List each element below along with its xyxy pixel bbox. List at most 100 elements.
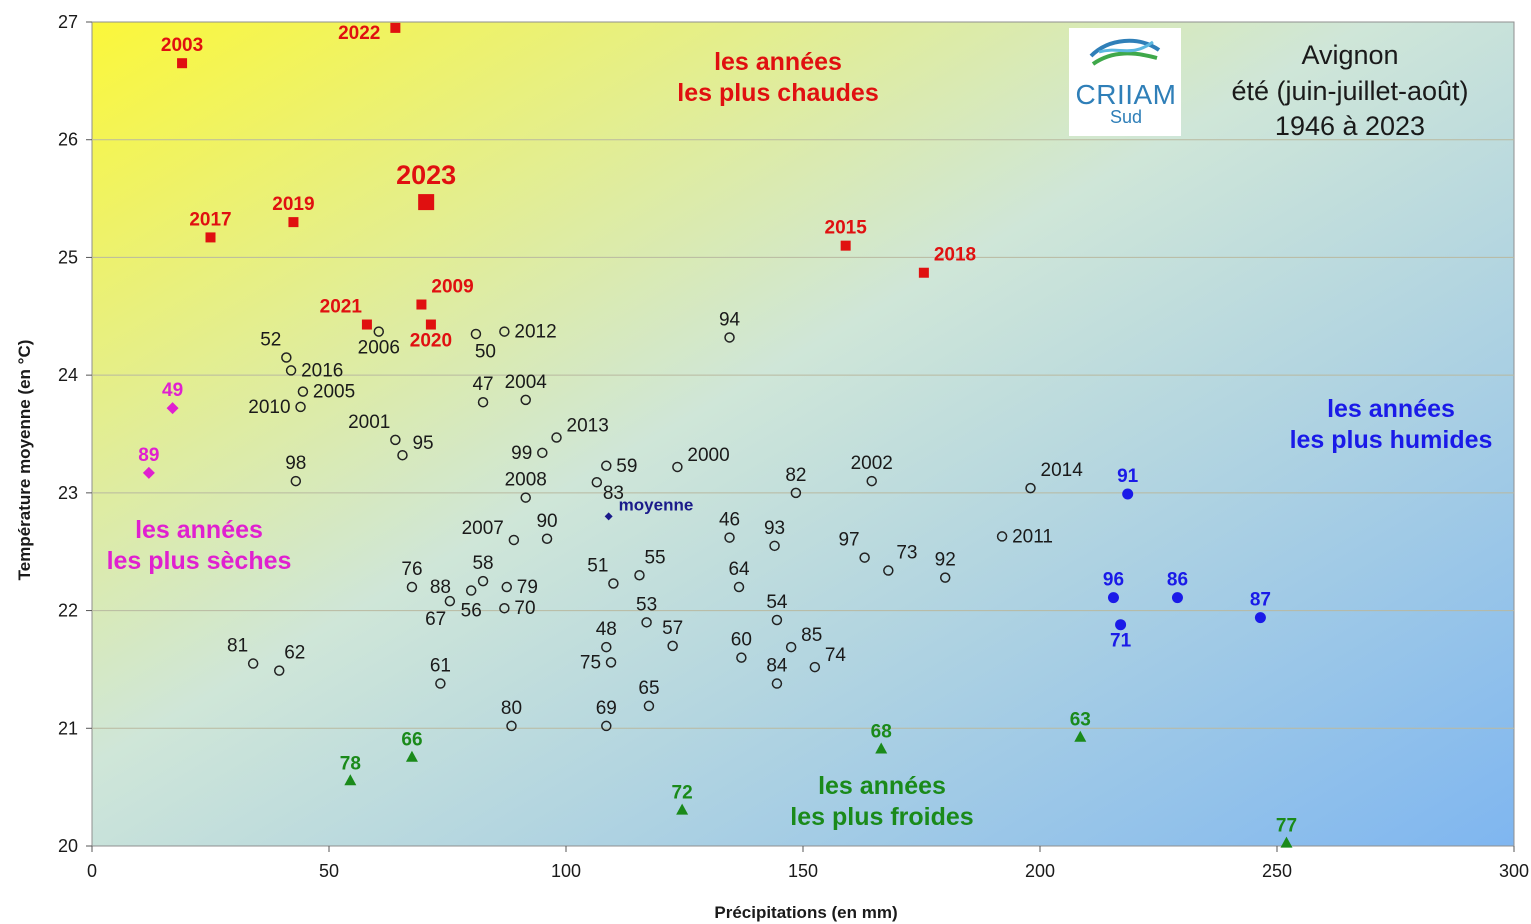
point-label: 2012 [514, 322, 556, 343]
point-label: 76 [401, 559, 422, 580]
point-label: 2000 [687, 445, 729, 466]
point-label: 2010 [248, 397, 290, 418]
point-label: 67 [425, 609, 446, 630]
point-label: 60 [731, 630, 752, 651]
point-label: 2006 [358, 338, 400, 359]
point-label: 2002 [851, 453, 893, 474]
point-label: 79 [517, 577, 538, 598]
y-tick-label: 23 [58, 483, 78, 503]
point-marker [295, 401, 306, 413]
point-marker [435, 678, 446, 689]
point-label: 65 [638, 678, 659, 699]
point-marker [390, 434, 401, 446]
point-marker [477, 575, 489, 587]
point-marker [771, 678, 783, 689]
point-marker [1280, 836, 1293, 848]
data-points [142, 22, 1293, 848]
point-label: 91 [1117, 466, 1139, 487]
point-label: 74 [825, 645, 847, 666]
point-marker [918, 267, 929, 278]
point-marker [601, 641, 612, 653]
point-marker [672, 461, 683, 473]
point-marker [508, 534, 520, 546]
point-marker [501, 581, 512, 593]
point-marker [520, 394, 531, 406]
point-marker [361, 319, 372, 330]
point-label: 95 [412, 433, 433, 454]
point-label: 93 [764, 518, 785, 539]
point-label: 97 [838, 530, 859, 551]
logo-name: CRIIAM [1075, 79, 1177, 110]
point-label: 49 [162, 380, 183, 401]
point-label: moyenne [619, 495, 694, 514]
point-marker [809, 661, 821, 673]
point-label: 77 [1276, 816, 1297, 837]
point-marker [288, 217, 299, 228]
point-label: 2022 [338, 23, 380, 44]
point-label: 51 [587, 555, 608, 576]
point-label: 61 [430, 656, 451, 677]
point-marker [397, 449, 408, 461]
point-label: 57 [662, 618, 683, 639]
point-label: 69 [596, 698, 617, 719]
point-marker [769, 540, 780, 552]
point-marker [373, 326, 385, 337]
point-label: 66 [401, 730, 422, 751]
point-label: 46 [719, 510, 740, 531]
point-label: 2023 [396, 160, 456, 190]
point-marker [859, 552, 870, 563]
point-label: 75 [580, 652, 601, 673]
point-marker [142, 466, 155, 479]
point-marker [634, 570, 645, 581]
point-marker [405, 750, 418, 762]
point-marker [676, 803, 689, 815]
plot-area-background [91, 21, 1515, 847]
point-marker [273, 665, 285, 676]
point-marker [416, 299, 427, 310]
point-marker [465, 585, 477, 596]
point-marker [601, 460, 612, 472]
point-label: 85 [801, 625, 822, 646]
point-marker [177, 58, 188, 69]
point-marker [537, 447, 548, 459]
x-tick-label: 250 [1262, 861, 1292, 881]
point-label: 2021 [320, 297, 363, 318]
zone-label: les années [818, 772, 946, 800]
chart-title-line-2: été (juin-juillet-août) [1231, 76, 1469, 106]
point-marker [608, 578, 619, 589]
point-label: 2001 [348, 412, 390, 433]
point-marker [866, 475, 877, 487]
point-label: 92 [935, 550, 956, 571]
point-marker [724, 332, 735, 343]
point-label: 47 [472, 374, 493, 395]
point-label: 86 [1167, 570, 1188, 591]
x-tick-label: 200 [1025, 861, 1055, 881]
x-tick-label: 50 [319, 861, 339, 881]
point-label: 2013 [567, 416, 609, 437]
point-marker [166, 402, 179, 415]
zone-label: les plus sèches [107, 547, 292, 575]
point-label: 70 [514, 598, 535, 619]
point-marker [790, 487, 802, 499]
point-marker [771, 614, 783, 626]
point-marker [1025, 482, 1036, 494]
point-marker [477, 396, 489, 408]
point-label: 96 [1103, 570, 1124, 591]
point-marker [1122, 488, 1134, 500]
point-marker [591, 477, 603, 488]
point-label: 59 [616, 456, 637, 477]
point-label: 53 [636, 594, 657, 615]
point-label: 82 [785, 465, 806, 486]
point-label: 2014 [1041, 460, 1084, 481]
point-label: 2005 [313, 382, 355, 403]
logo [1069, 28, 1181, 136]
point-marker [667, 640, 678, 652]
point-labels: 2003 2022 2023 2017 2019 2015 2018 2009 2020 2021… [138, 23, 1297, 837]
point-marker [1107, 592, 1119, 604]
logo-wave-icon [1089, 38, 1161, 66]
point-label: 89 [138, 445, 159, 466]
point-marker [733, 581, 745, 593]
x-axis-title: Précipitations (en mm) [714, 903, 897, 922]
